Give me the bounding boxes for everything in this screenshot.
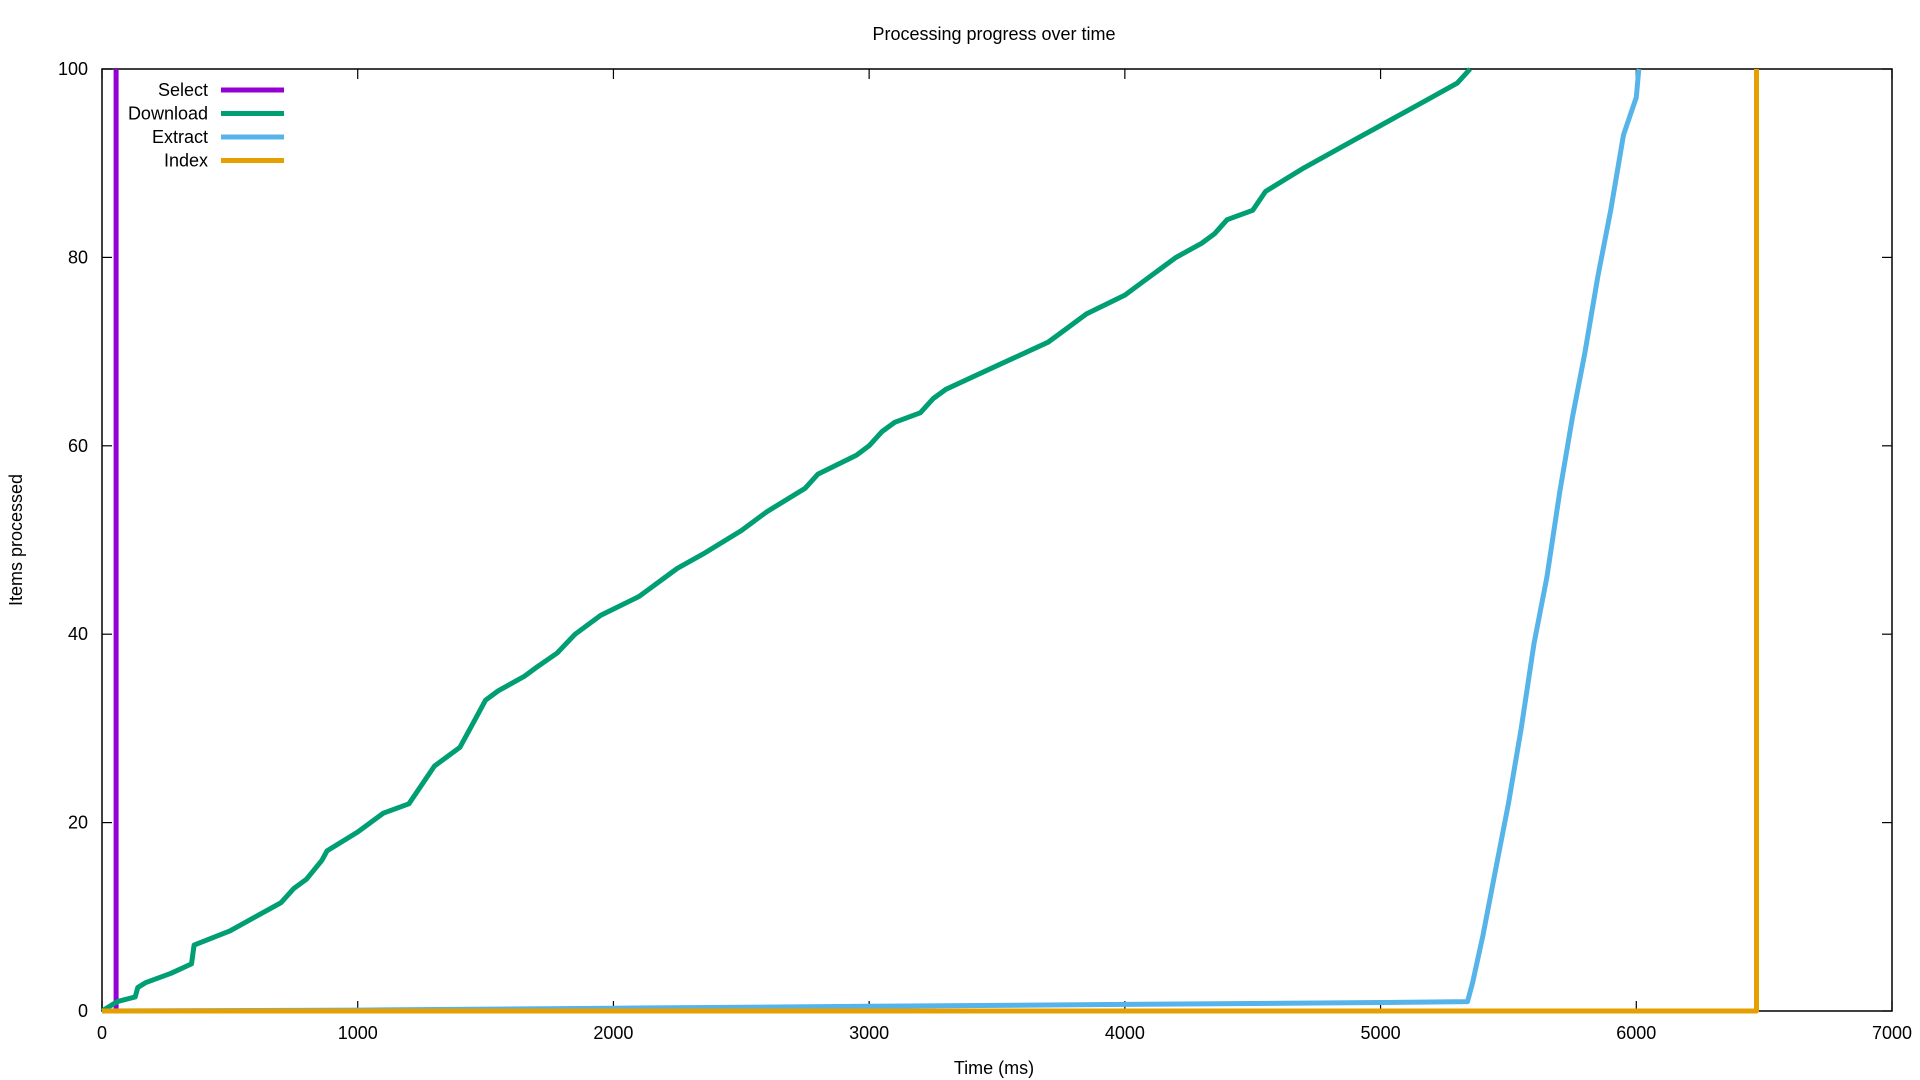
legend: Select Download Extract Index [128, 80, 284, 171]
legend-label-select: Select [158, 80, 208, 100]
x-axis-title: Time (ms) [954, 1058, 1034, 1078]
y-tick-label: 60 [68, 436, 88, 456]
x-tick-label: 7000 [1872, 1023, 1912, 1043]
y-tick-label: 40 [68, 624, 88, 644]
x-tick-label: 1000 [338, 1023, 378, 1043]
legend-label-extract: Extract [152, 127, 208, 147]
series-line-index [102, 69, 1759, 1014]
x-tick-label: 3000 [849, 1023, 889, 1043]
x-tick-label: 2000 [593, 1023, 633, 1043]
x-tick-label: 6000 [1616, 1023, 1656, 1043]
series-line-download [100, 67, 1472, 1014]
x-tick-label: 0 [97, 1023, 107, 1043]
y-axis-title: Items processed [6, 474, 26, 606]
chart-title: Processing progress over time [872, 24, 1115, 44]
y-tick-label: 20 [68, 813, 88, 833]
series-line-extract [101, 68, 1642, 1014]
series-line-select [102, 69, 119, 1014]
x-tick-label: 5000 [1361, 1023, 1401, 1043]
y-tick-label: 0 [78, 1001, 88, 1021]
y-tick-label: 80 [68, 247, 88, 267]
series-layer [100, 67, 1759, 1014]
plot-frame [101, 68, 1893, 1012]
axis-ticks: 0 1000 2000 3000 4000 5000 6000 7000 0 20 40 60 80 10… [58, 59, 1912, 1043]
legend-label-index: Index [164, 151, 208, 171]
x-tick-label: 4000 [1105, 1023, 1145, 1043]
legend-label-download: Download [128, 104, 208, 124]
y-tick-label: 100 [58, 59, 88, 79]
